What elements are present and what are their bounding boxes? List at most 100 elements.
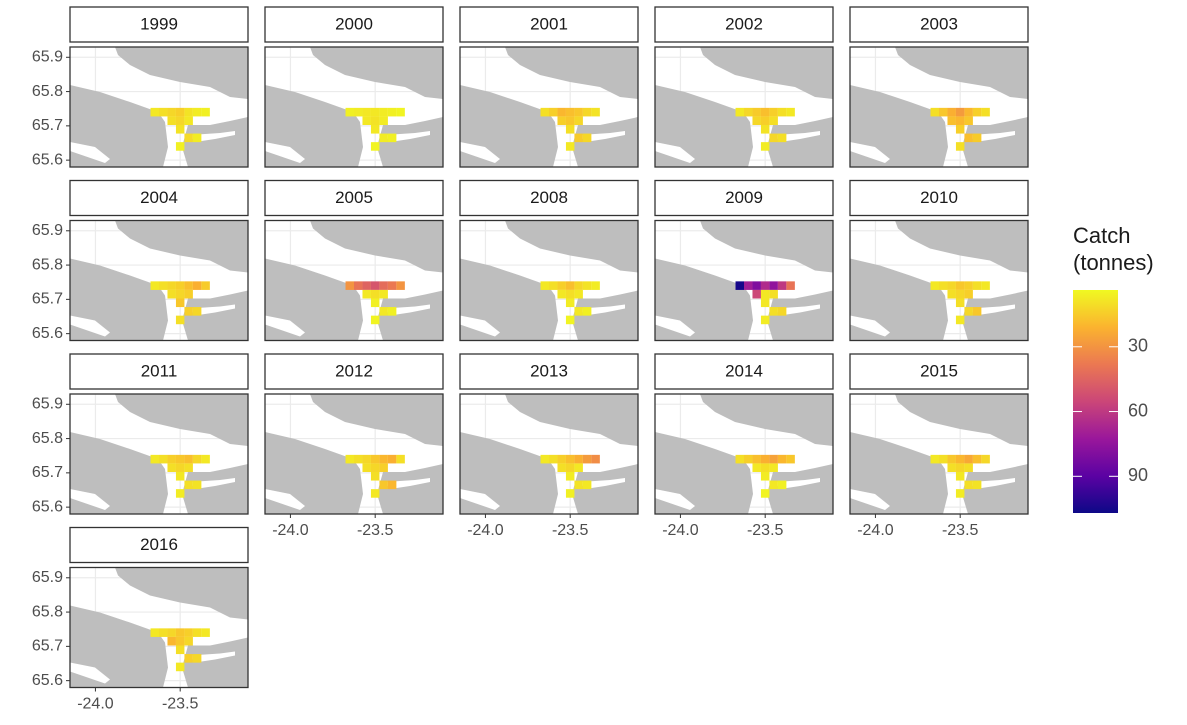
strip-title: 2004 [140, 188, 178, 207]
catch-tile [955, 125, 965, 134]
catch-tile [752, 107, 761, 117]
catch-tile [557, 463, 566, 472]
panel [264, 219, 444, 342]
y-tick-label: 65.9 [32, 222, 63, 239]
catch-tile [192, 454, 202, 464]
catch-tile [370, 107, 380, 117]
catch-tile [964, 480, 973, 490]
catch-tile [557, 454, 566, 464]
panel-border [69, 566, 249, 689]
catch-tile [955, 489, 965, 498]
panel-border [69, 219, 249, 342]
catch-tile [955, 472, 965, 481]
catch-tile [964, 463, 973, 472]
catch-tile [760, 281, 770, 290]
catch-tile [582, 454, 592, 464]
catch-tile [192, 480, 202, 490]
catch-tile [167, 289, 176, 299]
catch-tile [362, 454, 371, 464]
catch-tile [735, 454, 744, 464]
catch-tile [777, 133, 787, 143]
legend-title: Catch (tonnes) [1073, 223, 1154, 275]
panel [849, 393, 1029, 515]
strip-title: 2012 [335, 361, 373, 380]
y-tick-label: 65.9 [32, 396, 63, 413]
panel-border [849, 219, 1029, 342]
panel-border [654, 219, 834, 342]
catch-tile [167, 463, 176, 472]
catch-tile [387, 307, 397, 316]
catch-tile [574, 116, 583, 125]
strip-title: 2008 [530, 188, 568, 207]
catch-tile [379, 480, 388, 490]
catch-tile [769, 116, 778, 125]
strip-title: 2003 [920, 14, 958, 33]
catch-tile [201, 454, 210, 464]
catch-tile [201, 107, 210, 117]
catch-tile [175, 489, 185, 498]
y-tick-label: 65.9 [32, 49, 63, 66]
catch-tile [582, 133, 592, 143]
catch-tile [930, 454, 939, 464]
catch-tile [565, 125, 575, 134]
panel [654, 219, 834, 342]
catch-tile [150, 628, 159, 637]
catch-tile [167, 628, 176, 637]
catch-tile [955, 142, 965, 151]
y-tick-label: 65.8 [32, 83, 63, 100]
catch-tile [769, 463, 778, 472]
catch-tile [379, 107, 388, 117]
catch-tile [370, 489, 380, 498]
catch-tile [760, 298, 770, 308]
y-tick-label: 65.6 [32, 325, 63, 342]
catch-tile [175, 116, 185, 125]
catch-tile [565, 116, 575, 125]
catch-tile [354, 454, 363, 464]
catch-tile [947, 454, 956, 464]
strip [69, 6, 249, 43]
catch-tile [167, 636, 176, 646]
panel [459, 219, 639, 342]
strip [849, 6, 1029, 43]
y-tick-label: 65.6 [32, 151, 63, 168]
catch-tile [184, 454, 193, 464]
catch-tile [972, 281, 982, 290]
catch-tile [192, 281, 202, 290]
catch-tile [752, 281, 761, 290]
panel [69, 219, 249, 342]
catch-tile [760, 472, 770, 481]
strip [69, 526, 249, 564]
strip-title: 2013 [530, 361, 568, 380]
catch-tile [387, 480, 397, 490]
strip [459, 353, 639, 390]
catch-tile [972, 107, 982, 117]
catch-tile [777, 107, 787, 117]
x-tick-label: -24.0 [857, 522, 894, 539]
catch-tile [345, 454, 354, 464]
catch-tile [760, 142, 770, 151]
catch-tile [947, 463, 956, 472]
catch-tile [184, 463, 193, 472]
catch-tile [201, 281, 210, 290]
panel-border [264, 219, 444, 342]
catch-tile [379, 133, 388, 143]
strip-title: 1999 [140, 14, 178, 33]
strip [459, 6, 639, 43]
catch-tile [192, 307, 202, 316]
panel [459, 393, 639, 515]
panel [849, 219, 1029, 342]
catch-tile [387, 454, 397, 464]
panel-border [459, 393, 639, 515]
catch-tile [760, 454, 770, 464]
catch-tile [565, 463, 575, 472]
x-tick-label: -23.5 [357, 522, 394, 539]
catch-tile [370, 142, 380, 151]
x-tick-label: -23.5 [162, 696, 199, 713]
catch-tile [744, 107, 753, 117]
catch-tile [930, 281, 939, 290]
catch-tile [184, 307, 193, 316]
catch-tile [565, 289, 575, 299]
strip [264, 179, 444, 217]
catch-tile [379, 307, 388, 316]
